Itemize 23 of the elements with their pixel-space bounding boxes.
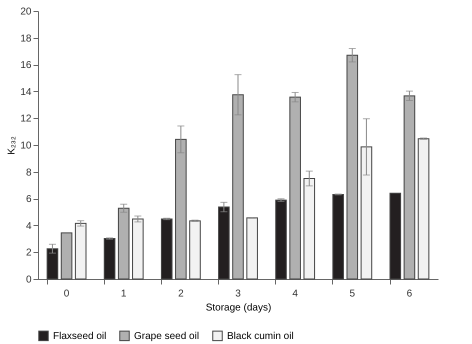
y-tick-label: 18 <box>20 33 32 44</box>
y-tick-label: 16 <box>20 60 32 72</box>
y-tick-label: 14 <box>20 86 32 98</box>
x-tick-label: 5 <box>350 288 356 300</box>
y-tick-label: 2 <box>26 248 32 259</box>
y-tick-label: 4 <box>26 220 32 232</box>
legend-label: Black cumin oil <box>227 330 294 342</box>
y-tick-label: 0 <box>26 274 32 286</box>
legend-label: Flaxseed oil <box>53 330 106 342</box>
y-tick-label: 6 <box>26 194 32 206</box>
x-tick-label: 0 <box>64 288 70 300</box>
y-tick-label: 12 <box>20 114 32 125</box>
y-axis-title: K₂₃₂ <box>6 136 18 155</box>
legend-label: Grape seed oil <box>134 330 200 342</box>
y-tick-label: 20 <box>20 6 32 18</box>
y-tick-label: 8 <box>26 167 32 178</box>
x-axis-title: Storage (days) <box>206 302 272 314</box>
x-tick-label: 4 <box>292 288 298 300</box>
y-tick-label: 10 <box>20 140 32 152</box>
x-tick-label: 6 <box>406 288 413 300</box>
x-tick-label: 1 <box>120 288 127 300</box>
x-tick-label: 2 <box>178 288 184 300</box>
x-tick-label: 3 <box>235 288 242 300</box>
